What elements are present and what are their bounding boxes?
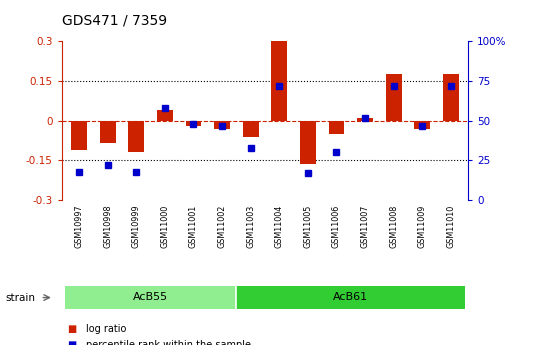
Bar	[157, 110, 173, 121]
Text: ■: ■	[67, 340, 76, 345]
Text: GDS471 / 7359: GDS471 / 7359	[62, 13, 167, 28]
Text: GSM11009: GSM11009	[418, 204, 427, 248]
Bar	[214, 121, 230, 129]
Bar	[386, 75, 401, 121]
Text: GSM10997: GSM10997	[75, 204, 83, 248]
Text: log ratio: log ratio	[86, 325, 126, 334]
Bar	[129, 121, 144, 152]
Text: GSM10999: GSM10999	[132, 204, 141, 248]
Text: GSM11006: GSM11006	[332, 204, 341, 248]
Bar	[329, 121, 344, 134]
Bar	[65, 286, 236, 309]
Text: percentile rank within the sample: percentile rank within the sample	[86, 340, 251, 345]
Text: GSM11004: GSM11004	[275, 204, 284, 248]
Bar	[243, 121, 259, 137]
Text: strain: strain	[5, 293, 36, 303]
Bar	[414, 121, 430, 129]
Bar	[236, 286, 465, 309]
Text: ■: ■	[67, 325, 76, 334]
Bar	[186, 121, 201, 126]
Text: GSM11000: GSM11000	[160, 204, 169, 248]
Text: GSM11007: GSM11007	[360, 204, 370, 248]
Bar	[100, 121, 116, 143]
Text: AcB61: AcB61	[333, 292, 369, 302]
Text: GSM11001: GSM11001	[189, 204, 198, 248]
Text: GSM11002: GSM11002	[217, 204, 226, 248]
Text: GSM10998: GSM10998	[103, 204, 112, 248]
Bar	[357, 118, 373, 121]
Text: GSM11003: GSM11003	[246, 204, 255, 248]
Bar	[443, 75, 459, 121]
Text: GSM11010: GSM11010	[447, 204, 455, 248]
Bar	[271, 41, 287, 121]
Text: GSM11008: GSM11008	[389, 204, 398, 248]
Text: AcB55: AcB55	[133, 292, 168, 302]
Bar	[71, 121, 87, 150]
Text: GSM11005: GSM11005	[303, 204, 313, 248]
Bar	[300, 121, 316, 165]
